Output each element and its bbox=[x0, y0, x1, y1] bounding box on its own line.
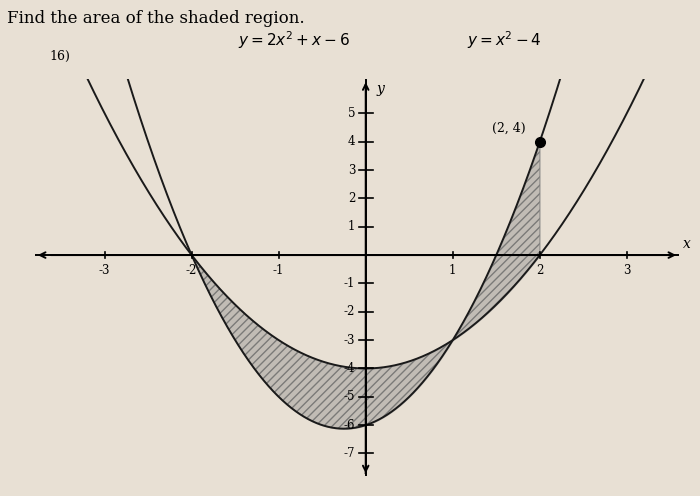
Text: $y = x^2 - 4$: $y = x^2 - 4$ bbox=[467, 30, 541, 52]
Text: -3: -3 bbox=[99, 263, 111, 277]
Text: -7: -7 bbox=[344, 447, 356, 460]
Text: 3: 3 bbox=[623, 263, 631, 277]
Text: 16): 16) bbox=[49, 50, 70, 62]
Text: -5: -5 bbox=[344, 390, 356, 403]
Text: 1: 1 bbox=[449, 263, 456, 277]
Text: x: x bbox=[683, 237, 691, 251]
Text: $y = 2x^2 + x - 6$: $y = 2x^2 + x - 6$ bbox=[238, 30, 350, 52]
Text: -6: -6 bbox=[344, 419, 356, 432]
Text: 5: 5 bbox=[348, 107, 356, 120]
Text: 3: 3 bbox=[348, 164, 356, 177]
Text: 4: 4 bbox=[348, 135, 356, 148]
Text: y: y bbox=[376, 82, 384, 96]
Text: -4: -4 bbox=[344, 362, 356, 375]
Text: -1: -1 bbox=[273, 263, 284, 277]
Text: -3: -3 bbox=[344, 334, 356, 347]
Text: Find the area of the shaded region.: Find the area of the shaded region. bbox=[7, 10, 304, 27]
Text: -1: -1 bbox=[344, 277, 356, 290]
Text: 2: 2 bbox=[348, 192, 356, 205]
Text: -2: -2 bbox=[186, 263, 197, 277]
Text: 2: 2 bbox=[536, 263, 543, 277]
Text: (2, 4): (2, 4) bbox=[492, 122, 526, 134]
Text: 1: 1 bbox=[348, 220, 356, 233]
Text: -2: -2 bbox=[344, 305, 356, 318]
